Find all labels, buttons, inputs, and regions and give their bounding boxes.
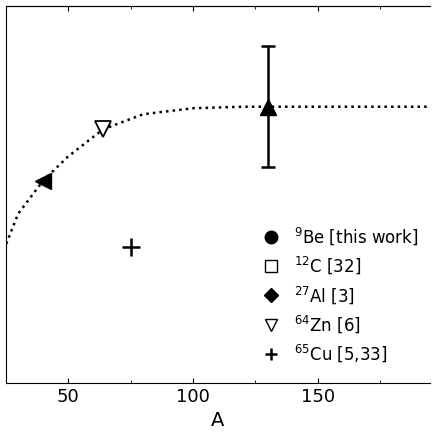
X-axis label: A: A [211, 412, 225, 430]
Legend: $^{9}$Be [this work], $^{12}$C [32], $^{27}$Al [3], $^{64}$Zn [6], $^{65}$Cu [5,: $^{9}$Be [this work], $^{12}$C [32], $^{… [251, 222, 422, 367]
